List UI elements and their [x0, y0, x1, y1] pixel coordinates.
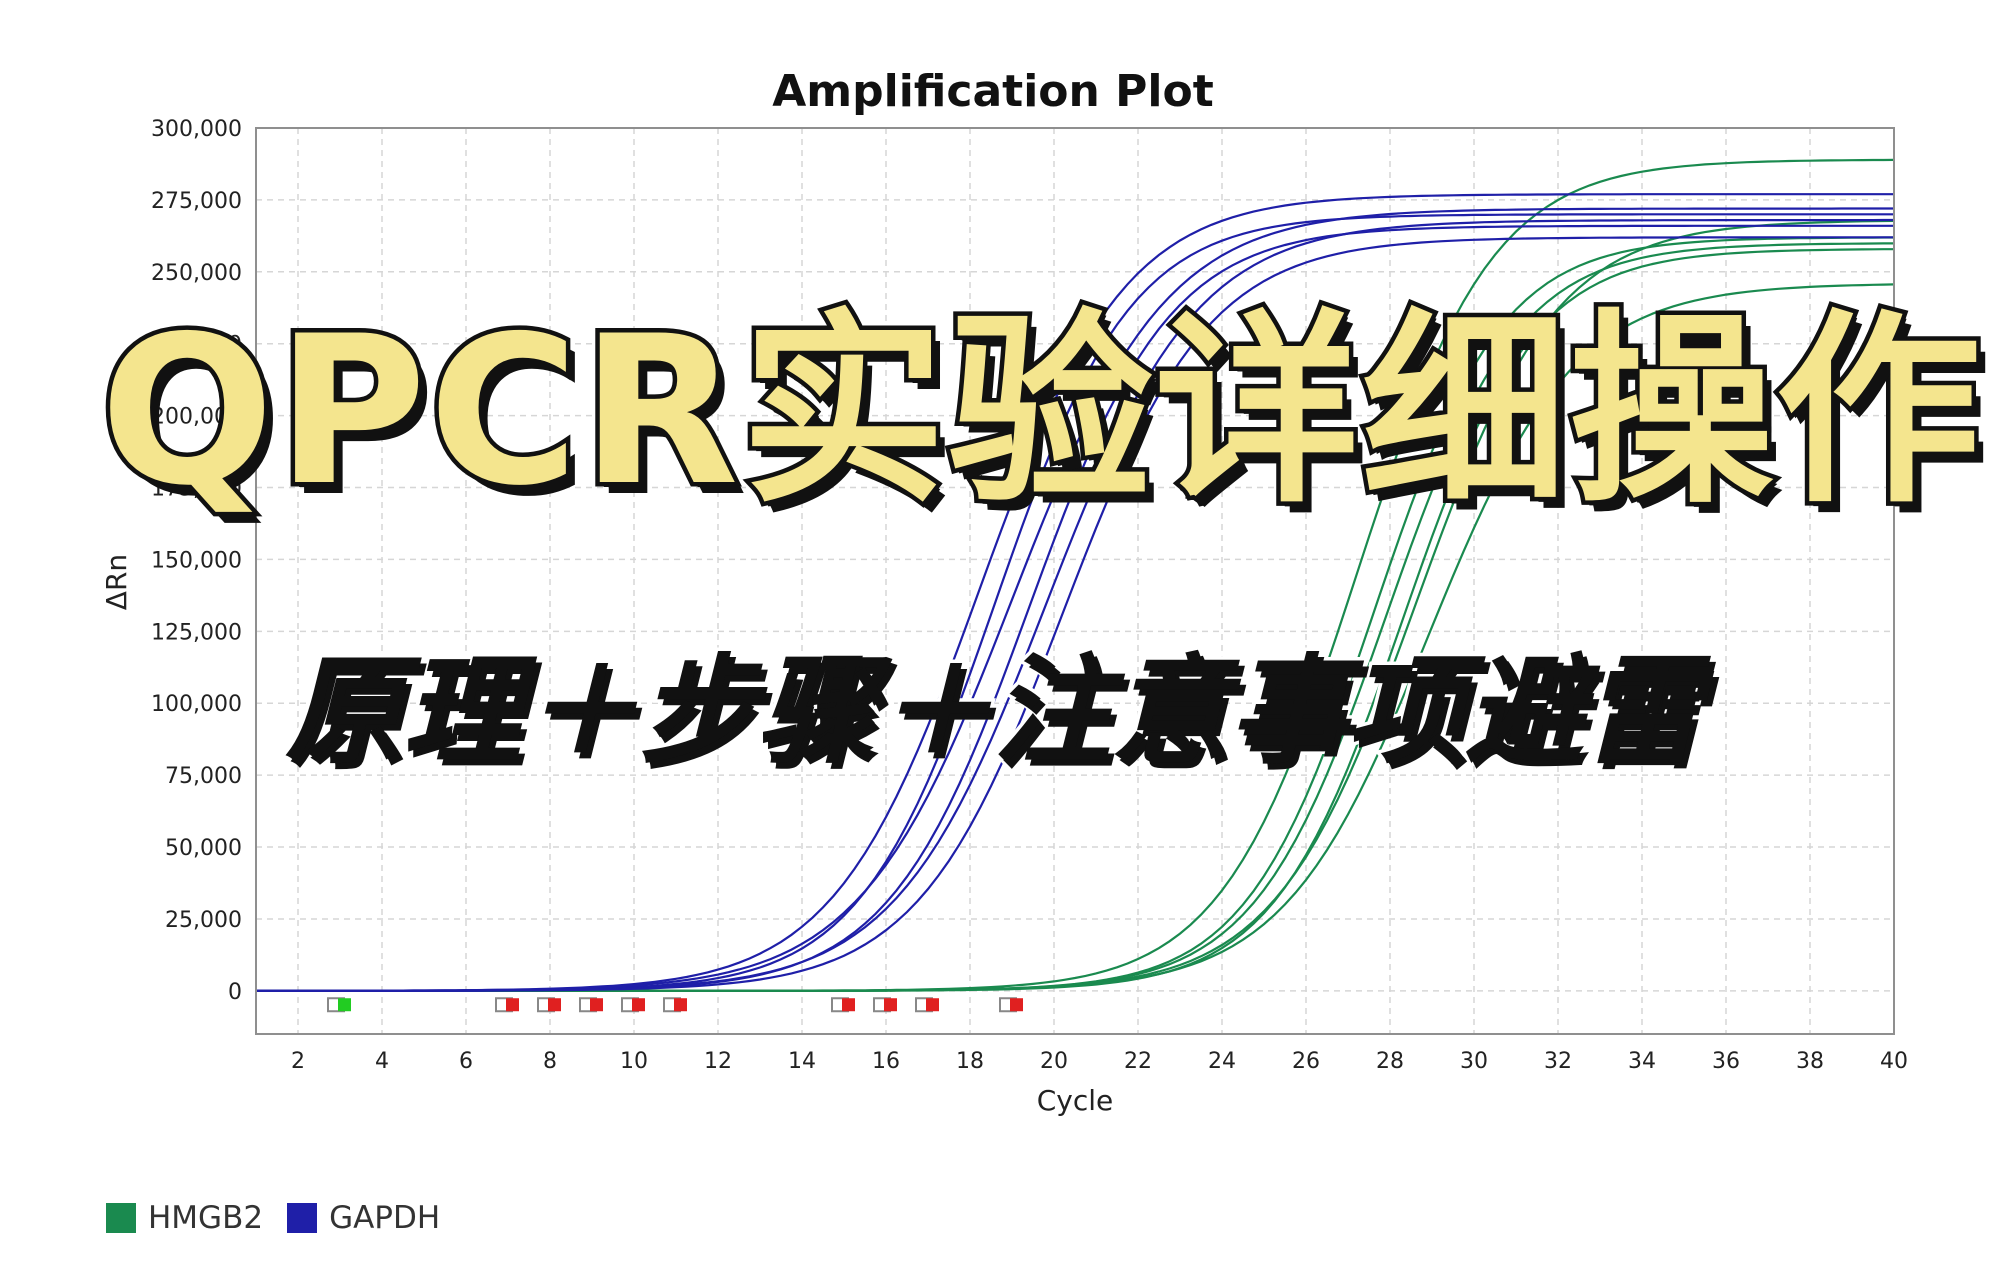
- x-tick-label: 16: [872, 1049, 900, 1074]
- legend-label-hmgb2: HMGB2: [148, 1200, 264, 1236]
- y-tick-label: 100,000: [151, 692, 242, 717]
- y-tick-label: 250,000: [151, 261, 242, 286]
- y-tick-label: 300,000: [151, 117, 242, 142]
- y-tick-label: 175,000: [151, 477, 242, 502]
- x-tick-label: 32: [1544, 1049, 1572, 1074]
- y-tick-label: 75,000: [165, 764, 242, 789]
- x-tick-label: 36: [1712, 1049, 1740, 1074]
- legend-item-hmgb2[interactable]: HMGB2: [106, 1200, 263, 1236]
- chart-title: Amplification Plot: [772, 66, 1214, 117]
- threshold-markers: [327, 997, 1023, 1013]
- x-tick-label: 40: [1880, 1049, 1908, 1074]
- x-tick-label: 6: [459, 1049, 473, 1074]
- y-axis-title: ΔRn: [100, 554, 133, 610]
- x-tick-label: 8: [543, 1049, 557, 1074]
- x-tick-label: 10: [620, 1049, 648, 1074]
- x-tick-label: 30: [1460, 1049, 1488, 1074]
- y-tick-label: 275,000: [151, 189, 242, 214]
- subline-overlay: 原理＋步骤＋注意事项避雷: [282, 642, 1705, 780]
- y-tick-label: 125,000: [151, 620, 242, 645]
- x-tick-label: 20: [1040, 1049, 1068, 1074]
- x-tick-label: 38: [1796, 1049, 1824, 1074]
- x-tick-label: 26: [1292, 1049, 1320, 1074]
- threshold-marker: [674, 998, 687, 1012]
- y-tick-label: 150,000: [151, 548, 242, 573]
- y-tick-label: 200,000: [151, 405, 242, 430]
- y-tick-label: 0: [228, 980, 242, 1005]
- x-tick-label: 18: [956, 1049, 984, 1074]
- headline-overlay: QPCR实验详细操作: [96, 293, 1986, 531]
- threshold-marker: [338, 998, 351, 1012]
- x-tick-label: 34: [1628, 1049, 1656, 1074]
- threshold-marker: [926, 998, 939, 1012]
- threshold-marker: [842, 998, 855, 1012]
- x-tick-label: 24: [1208, 1049, 1236, 1074]
- curves: [256, 158, 1895, 992]
- legend-swatch-gapdh: [287, 1203, 318, 1233]
- legend-label-gapdh: GAPDH: [329, 1200, 441, 1236]
- x-tick-label: 12: [704, 1049, 732, 1074]
- threshold-marker: [1010, 998, 1023, 1012]
- threshold-marker: [632, 998, 645, 1012]
- y-tick-label: 225,000: [151, 333, 242, 358]
- tick-labels: 2 4 6 8 10 12 14 16 18 20 22 24 26 28 30 32 34 36 38 40025,…: [151, 117, 1908, 1074]
- legend-swatch-hmgb2: [106, 1203, 136, 1233]
- grid-lines: [256, 127, 1895, 1034]
- x-tick-label: 28: [1376, 1049, 1404, 1074]
- x-tick-label: 4: [375, 1049, 389, 1074]
- threshold-marker: [506, 998, 519, 1012]
- plot-area-frame: [255, 127, 1895, 1035]
- x-tick-label: 2: [291, 1049, 305, 1074]
- x-tick-label: 14: [788, 1049, 816, 1074]
- curve-hmgb2-0: [256, 158, 1895, 992]
- curve-gapdh-5: [256, 236, 1894, 992]
- legend-item-gapdh[interactable]: GAPDH: [287, 1200, 440, 1236]
- x-axis-title: Cycle: [1037, 1084, 1114, 1117]
- threshold-marker: [590, 998, 603, 1012]
- threshold-marker: [548, 998, 561, 1012]
- legend: HMGB2 GAPDH: [106, 1200, 440, 1236]
- x-tick-label: 22: [1124, 1049, 1152, 1074]
- y-tick-label: 25,000: [165, 908, 242, 933]
- threshold-marker: [884, 998, 897, 1012]
- y-tick-label: 50,000: [165, 836, 242, 861]
